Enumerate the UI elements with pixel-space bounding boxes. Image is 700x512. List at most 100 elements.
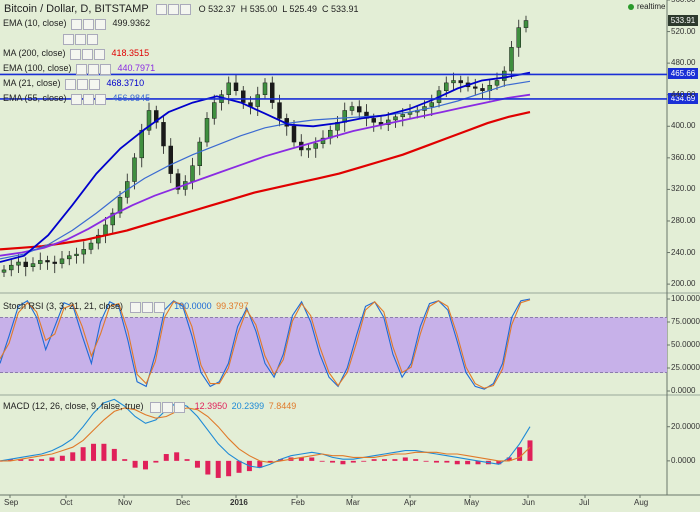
- macd-hist-bar: [59, 455, 65, 461]
- close-icon[interactable]: [94, 18, 106, 30]
- legend-value: 418.3515: [111, 48, 150, 58]
- macd-hist-bar: [340, 460, 346, 465]
- candle-body: [429, 102, 434, 107]
- low-value: 525.49: [289, 4, 317, 14]
- close-icon[interactable]: [153, 301, 165, 313]
- macd-hist-bar: [444, 460, 450, 463]
- settings-icon[interactable]: [162, 401, 174, 413]
- settings-icon[interactable]: [81, 48, 93, 60]
- macd-hist-bar: [402, 457, 408, 461]
- close-icon[interactable]: [93, 48, 105, 60]
- eye-icon[interactable]: [69, 48, 81, 60]
- macd-hist-bar: [371, 459, 377, 461]
- stoch-tick-label: 0.0000: [671, 386, 696, 395]
- close-icon[interactable]: [87, 33, 98, 45]
- macd-hist-bar: [433, 460, 439, 463]
- legend-row[interactable]: [0, 31, 105, 45]
- header-controls: [155, 1, 192, 17]
- macd-label[interactable]: MACD (12, 26, close, 9, false, true): [3, 401, 144, 411]
- macd-hist-bar: [18, 459, 24, 461]
- symbol-title[interactable]: Bitcoin / Dollar, D, BITSTAMP: [4, 3, 149, 15]
- legend-name[interactable]: EMA (100, close): [3, 63, 72, 73]
- settings-icon[interactable]: [82, 93, 94, 105]
- legend-name[interactable]: EMA (55, close): [3, 93, 67, 103]
- candle-body: [451, 80, 456, 84]
- macd-hist-bar: [142, 460, 148, 470]
- macd-hist-bar: [205, 460, 211, 475]
- eye-icon[interactable]: [64, 78, 76, 90]
- close-icon[interactable]: [88, 78, 100, 90]
- legend-row[interactable]: MA (200, close) 418.3515: [0, 46, 149, 60]
- eye-icon[interactable]: [129, 301, 141, 313]
- ma-21-line[interactable]: [0, 71, 531, 263]
- legend-row[interactable]: EMA (10, close) 499.9362: [0, 16, 150, 30]
- time-tick-label: Nov: [118, 498, 133, 507]
- candle-body: [117, 197, 123, 214]
- candle-body: [103, 224, 108, 236]
- macd-hist-bar: [7, 459, 13, 461]
- legend-value: 499.9362: [112, 18, 151, 28]
- legend-name[interactable]: MA (200, close): [3, 48, 66, 58]
- settings-icon[interactable]: [75, 33, 86, 45]
- ma-200-line[interactable]: [0, 111, 531, 251]
- candle-body: [23, 261, 28, 267]
- eye-icon[interactable]: [63, 33, 74, 45]
- close-icon[interactable]: [99, 63, 111, 75]
- macd-hist-bar: [382, 459, 388, 461]
- open-value: 532.37: [208, 4, 236, 14]
- line-price-tag-top: 465.66: [668, 68, 698, 80]
- stoch-d-line[interactable]: [0, 299, 531, 389]
- close-icon[interactable]: [179, 3, 191, 15]
- macd-hist-bar: [226, 460, 232, 477]
- eye-icon[interactable]: [70, 18, 82, 30]
- stoch-k-line[interactable]: [0, 298, 531, 390]
- candle-body: [16, 261, 21, 266]
- ohlc-readout: O 532.37 H 535.00 L 525.49 C 533.91: [198, 4, 359, 14]
- legend-row[interactable]: MA (21, close) 468.3710: [0, 76, 144, 90]
- stoch-rsi-label[interactable]: Stoch RSI (3, 3, 21, 21, close): [3, 301, 124, 311]
- legend-row[interactable]: EMA (100, close) 440.7971: [0, 61, 155, 75]
- candle-body: [30, 263, 36, 267]
- eye-icon[interactable]: [70, 93, 82, 105]
- candle-body: [175, 173, 181, 190]
- ema-55-line[interactable]: [0, 80, 531, 260]
- settings-icon[interactable]: [155, 3, 167, 15]
- legend-name[interactable]: MA (21, close): [3, 78, 61, 88]
- legend-controls: [70, 17, 107, 31]
- macd-line[interactable]: [0, 398, 531, 469]
- legend-controls: [63, 32, 99, 46]
- legend-name[interactable]: EMA (10, close): [3, 18, 67, 28]
- macd-hist-bar: [132, 460, 138, 468]
- candle-body: [444, 82, 449, 92]
- candle-body: [241, 90, 246, 103]
- candle-body: [168, 145, 173, 174]
- close-icon[interactable]: [94, 93, 106, 105]
- macd-hist-bar: [257, 460, 263, 468]
- macd-hist-value: 12.3950: [194, 401, 228, 411]
- settings-icon[interactable]: [76, 78, 88, 90]
- ema-100-line[interactable]: [0, 93, 531, 257]
- candle-body: [96, 234, 101, 244]
- macd-hist-bar: [91, 443, 97, 461]
- eye-icon[interactable]: [75, 63, 87, 75]
- legend-controls: [69, 47, 106, 61]
- macd-line-value: 20.2399: [231, 401, 265, 411]
- format-icon[interactable]: [167, 3, 179, 15]
- eye-icon[interactable]: [150, 401, 162, 413]
- candle-body: [81, 249, 86, 255]
- settings-icon[interactable]: [87, 63, 99, 75]
- candle-body: [277, 102, 282, 119]
- macd-hist-bar: [350, 460, 356, 463]
- macd-hist-bar: [278, 459, 284, 461]
- macd-signal-line[interactable]: [0, 407, 531, 464]
- close-icon[interactable]: [174, 401, 186, 413]
- time-tick-label: 2016: [230, 498, 248, 507]
- candle-body: [393, 116, 398, 121]
- settings-icon[interactable]: [82, 18, 94, 30]
- settings-icon[interactable]: [141, 301, 153, 313]
- stoch-tick-label: 100.0000: [671, 294, 700, 303]
- macd-hist-bar: [413, 459, 419, 461]
- macd-hist-bar: [70, 452, 76, 461]
- macd-hist-bar: [80, 447, 86, 461]
- legend-row[interactable]: EMA (55, close) 456.9845: [0, 91, 150, 105]
